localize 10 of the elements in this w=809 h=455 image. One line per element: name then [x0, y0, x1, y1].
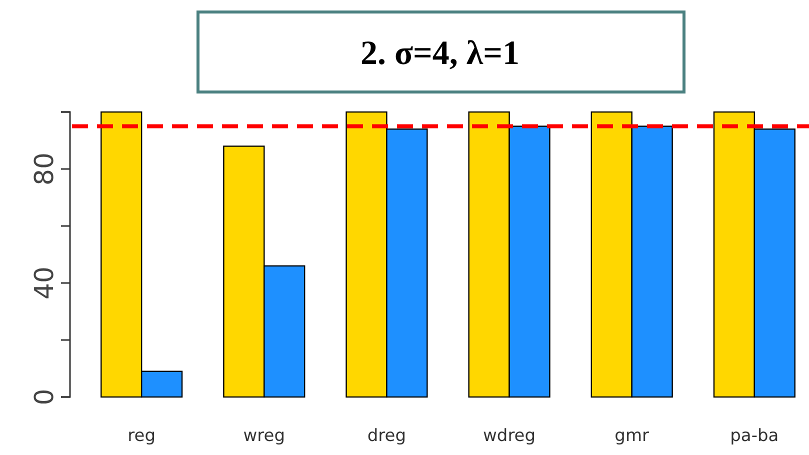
x-tick-label: dreg [367, 426, 406, 446]
chart-title: 2. σ=4, λ=1 [360, 35, 520, 72]
x-tick-label: wreg [243, 426, 286, 446]
y-tick-label: 40 [30, 266, 60, 300]
y-tick-label: 80 [30, 152, 60, 186]
x-tick-label: wdreg [483, 426, 536, 446]
x-tick-label: pa-ba [730, 426, 779, 446]
x-tick-label: reg [128, 426, 156, 446]
y-tick-label: 0 [30, 388, 60, 406]
x-tick-label: gmr [614, 426, 650, 446]
